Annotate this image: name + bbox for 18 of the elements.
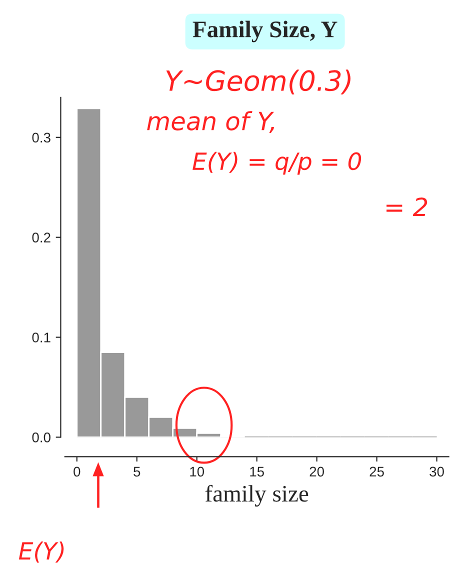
y-tick-label: 0.1	[32, 332, 50, 342]
annotation: mean of Y,	[147, 111, 274, 133]
y-tick-label: 0.0	[32, 432, 50, 442]
x-tick-label: 5	[134, 466, 140, 477]
x-tick-label: 15	[250, 466, 264, 477]
x-tick-label: 10	[190, 466, 204, 477]
y-tick-label: 0.2	[32, 232, 50, 242]
text: Y~Geom(0.3)	[166, 70, 350, 94]
x-axis-title: family size	[205, 484, 308, 507]
text: E(Y)	[18, 542, 64, 563]
y-tick-label: 0.3	[32, 132, 50, 143]
annotation: E(Y) = q/p = 0	[192, 152, 362, 175]
x-tick-label: 0	[74, 466, 80, 477]
x-tick-label: 20	[310, 466, 324, 477]
x-tick-label: 30	[430, 466, 444, 477]
annotation: = 2	[386, 197, 428, 216]
x-tick-label: 25	[370, 466, 384, 477]
chart-title: Family Size, Y	[192, 20, 338, 42]
